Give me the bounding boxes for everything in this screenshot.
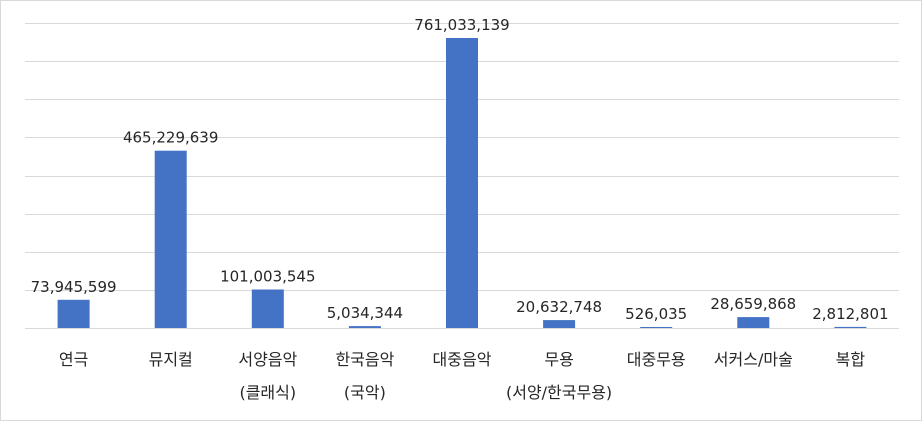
category-label-line: 대중무용 — [627, 350, 686, 369]
bar — [834, 326, 867, 328]
data-label: 20,632,748 — [516, 298, 602, 316]
data-label: 465,229,639 — [123, 129, 218, 147]
category-label-line: 연극 — [59, 350, 88, 369]
data-label: 761,033,139 — [414, 16, 509, 34]
category-labels: 연극 뮤지컬 서양음악 (클래식) 한국음악 (국악) 대중음악 무용 (서양/한국무용) 대중무… — [59, 350, 866, 402]
bar — [640, 327, 673, 328]
category-label-line: 무용 — [544, 350, 573, 369]
category-label: 복합 — [836, 350, 866, 369]
category-label-line: 대중음악 — [433, 350, 492, 369]
category-label-line: (클래식) — [239, 383, 296, 402]
data-labels: 73,945,599 465,229,639 101,003,545 5,034,34… — [31, 16, 889, 323]
category-label: 무용 (서양/한국무용) — [506, 350, 612, 402]
category-label: 서커스/마술 — [714, 350, 793, 369]
category-label-line: 서양음악 — [238, 350, 297, 369]
data-label: 526,035 — [625, 305, 687, 323]
data-label: 73,945,599 — [31, 278, 117, 296]
data-label: 2,812,801 — [812, 305, 888, 323]
category-label-line: 복합 — [836, 350, 866, 369]
category-label-line: 서커스/마술 — [714, 350, 793, 369]
category-label: 대중음악 — [433, 350, 492, 369]
category-label: 한국음악 (국악) — [335, 350, 394, 402]
bar — [154, 150, 187, 328]
category-label-line: (서양/한국무용) — [506, 383, 612, 402]
bar — [446, 38, 478, 328]
data-label: 5,034,344 — [327, 304, 403, 322]
category-label: 연극 — [59, 350, 88, 369]
bar — [348, 326, 381, 328]
category-label: 대중무용 — [627, 350, 686, 369]
data-label: 28,659,868 — [710, 295, 796, 313]
category-label-line: 뮤지컬 — [149, 350, 193, 369]
bar — [251, 289, 284, 328]
bars — [57, 38, 867, 328]
category-label: 서양음악 (클래식) — [238, 350, 297, 402]
bar — [57, 299, 90, 328]
category-label-line: (국악) — [344, 383, 386, 402]
data-label: 101,003,545 — [220, 268, 315, 286]
bar — [737, 317, 770, 328]
bar — [543, 320, 576, 328]
category-label-line: 한국음악 — [335, 350, 394, 369]
category-label: 뮤지컬 — [149, 350, 193, 369]
